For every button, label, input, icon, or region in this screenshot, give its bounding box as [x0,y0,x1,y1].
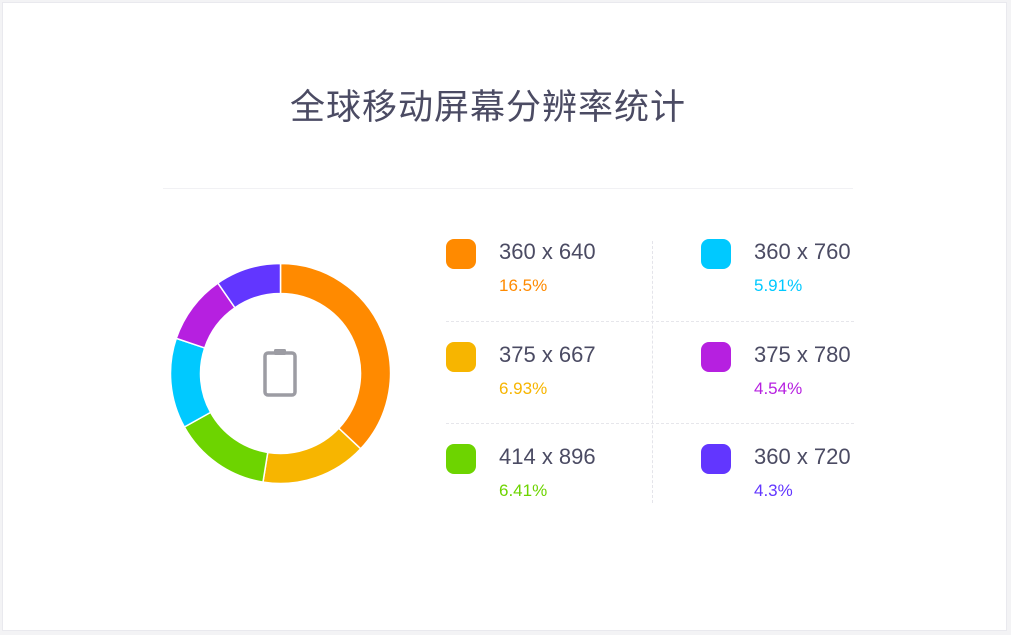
legend-swatch [446,444,476,474]
legend-row-divider [446,321,854,322]
donut-slice-360x640 [279,262,392,450]
legend-percentage: 6.93% [499,379,548,398]
legend-item: 360 x 640 16.5% [446,233,646,313]
donut-slice-414x896 [183,411,269,483]
legend-item: 360 x 760 5.91% [701,233,901,313]
legend-item: 375 x 667 6.93% [446,336,646,416]
donut-slice-375x667 [262,427,362,485]
chart-title: 全球移动屏幕分辨率统计 [289,88,686,128]
legend-item: 360 x 720 4.3% [701,438,901,518]
legend-item: 375 x 780 4.54% [701,336,901,416]
legend-resolution: 414 x 896 [499,444,596,469]
donut-slice-360x760 [169,337,212,428]
legend-resolution: 360 x 720 [754,444,851,469]
legend-resolution: 360 x 640 [499,239,596,264]
legend-swatch [701,444,731,474]
legend-percentage: 6.41% [499,481,548,500]
legend-resolution: 375 x 780 [754,342,851,367]
legend-swatch [446,239,476,269]
legend-percentage: 4.54% [754,379,803,398]
legend-column-divider [652,241,653,503]
legend-item: 414 x 896 6.41% [446,438,646,518]
divider [163,188,853,189]
legend-swatch [701,342,731,372]
legend: 360 x 640 16.5% 375 x 667 6.93% 414 x 896 6.4… [446,233,856,513]
donut-chart [169,262,392,485]
legend-percentage: 5.91% [754,276,803,295]
donut-slice-360x720 [216,262,282,309]
phone-icon [263,349,297,397]
legend-resolution: 375 x 667 [499,342,596,367]
legend-swatch [701,239,731,269]
legend-row-divider [446,423,854,424]
legend-percentage: 4.3% [754,481,793,500]
legend-resolution: 360 x 760 [754,239,851,264]
legend-percentage: 16.5% [499,276,548,295]
legend-swatch [446,342,476,372]
